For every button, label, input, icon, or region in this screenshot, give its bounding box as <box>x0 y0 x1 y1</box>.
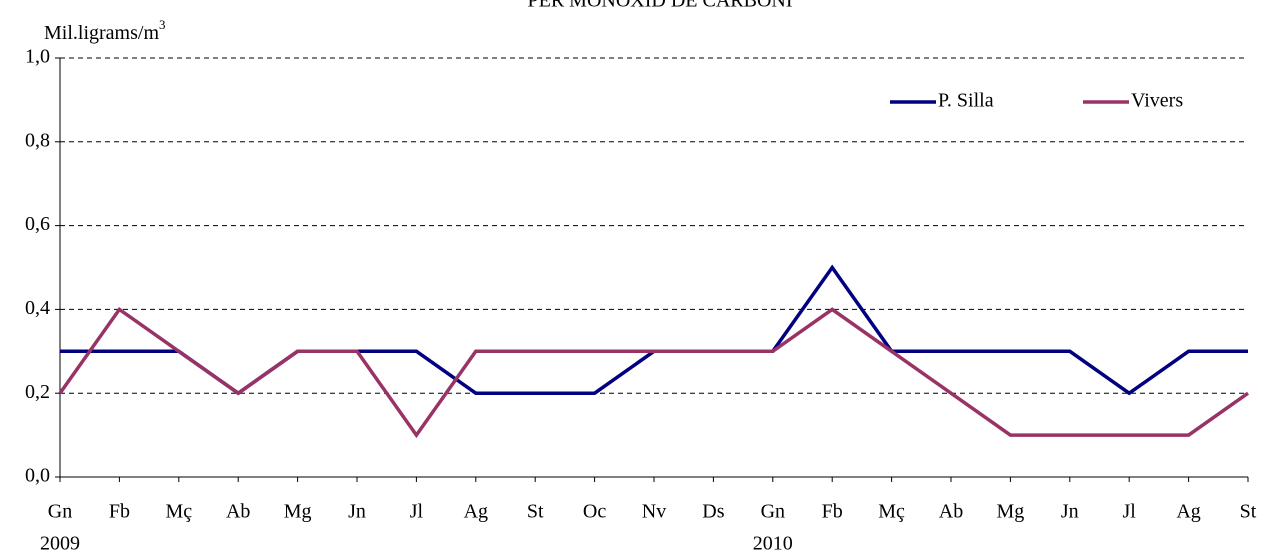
x-tick-label: Jn <box>1061 501 1079 523</box>
x-group-label: 2010 <box>753 533 793 555</box>
y-tick-label: 0,2 <box>25 381 50 403</box>
x-tick-label: Mg <box>997 501 1025 523</box>
x-tick-label: Ag <box>1176 501 1200 523</box>
x-tick-label: Mç <box>878 501 905 523</box>
x-tick-label: Oc <box>583 501 606 523</box>
legend-label: P. Silla <box>938 90 994 112</box>
x-tick-label: Ds <box>702 501 724 523</box>
x-tick-label: Ag <box>464 501 488 523</box>
y-axis-label-main: Mil.ligrams/m <box>44 22 159 44</box>
x-tick-label: Mg <box>284 501 312 523</box>
x-tick-label: Gn <box>48 501 72 523</box>
x-tick-label: Ab <box>226 501 250 523</box>
x-tick-label: St <box>527 501 544 523</box>
series-line <box>58 306 1250 439</box>
y-axis-label-sup: 3 <box>159 17 166 32</box>
x-tick-label: Fb <box>822 501 843 523</box>
x-tick-label: Jn <box>348 501 366 523</box>
x-tick-label: St <box>1240 501 1257 523</box>
legend-label: Vivers <box>1131 90 1183 112</box>
y-tick-label: 1,0 <box>25 46 50 68</box>
x-group-label: 2009 <box>40 533 80 555</box>
y-tick-label: 0,8 <box>25 129 50 151</box>
x-tick-label: Gn <box>761 501 785 523</box>
y-axis-label: Mil.ligrams/m3 <box>44 17 166 44</box>
y-tick-label: 0,0 <box>25 465 50 487</box>
x-tick-label: Ab <box>939 501 963 523</box>
chart-title: PER MONOXID DE CARBONI <box>527 0 792 12</box>
y-tick-label: 0,6 <box>25 213 50 235</box>
x-tick-label: Jl <box>410 501 424 523</box>
x-tick-label: Fb <box>109 501 130 523</box>
series-line <box>60 264 1248 396</box>
y-tick-label: 0,4 <box>25 297 50 319</box>
x-tick-label: Mç <box>165 501 192 523</box>
x-tick-label: Jl <box>1123 501 1137 523</box>
x-tick-label: Nv <box>642 501 666 523</box>
